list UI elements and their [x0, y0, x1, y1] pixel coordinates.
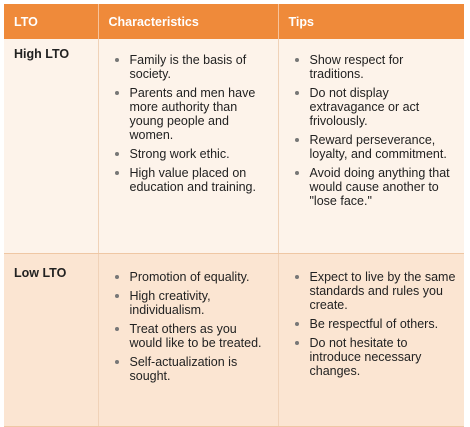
list-item-text: Expect to live by the same standards and…: [309, 270, 456, 312]
list-item-text: Treat others as you would like to be tre…: [129, 322, 262, 350]
list-item: Strong work ethic.: [113, 147, 272, 161]
tips-cell: Show respect for traditions. Do not disp…: [278, 39, 464, 254]
list-item-text: Strong work ethic.: [129, 147, 230, 161]
list-item-text: Do not hesitate to introduce necessary c…: [309, 336, 422, 378]
bullet-icon: [294, 58, 299, 62]
list-item: Expect to live by the same standards and…: [293, 270, 459, 312]
list-item: High value placed on education and train…: [113, 166, 272, 194]
list-item-text: Promotion of equality.: [129, 270, 250, 284]
list-item-text: Reward perseverance, loyalty, and commit…: [309, 133, 447, 161]
bullet-icon: [114, 327, 119, 331]
list-item-text: Be respectful of others.: [309, 317, 439, 331]
list-item: Do not hesitate to introduce necessary c…: [293, 336, 459, 378]
list-item-text: Self-actualization is sought.: [129, 355, 238, 383]
row-label: High LTO: [4, 39, 99, 254]
header-tips: Tips: [278, 4, 464, 39]
list-item-text: Do not display extravagance or act frivo…: [309, 86, 420, 128]
bullet-icon: [294, 341, 299, 345]
list-item-text: Show respect for traditions.: [309, 53, 404, 81]
list-item-text: High creativity, individualism.: [129, 289, 211, 317]
row-label: Low LTO: [4, 253, 99, 427]
header-lto: LTO: [4, 4, 99, 39]
tips-list: Show respect for traditions. Do not disp…: [293, 53, 459, 208]
bullet-icon: [114, 171, 119, 175]
list-item: Parents and men have more authority than…: [113, 86, 272, 142]
bullet-icon: [294, 138, 299, 142]
list-item: Promotion of equality.: [113, 270, 272, 284]
list-item-text: Avoid doing anything that would cause an…: [309, 166, 450, 208]
tips-cell: Expect to live by the same standards and…: [278, 253, 464, 427]
lto-table: LTO Characteristics Tips High LTO Family…: [4, 4, 464, 427]
row-low-lto: Low LTO Promotion of equality. High crea…: [4, 253, 464, 427]
list-item: Treat others as you would like to be tre…: [113, 322, 272, 350]
bullet-icon: [114, 58, 119, 62]
bullet-icon: [294, 322, 299, 326]
list-item: Be respectful of others.: [293, 317, 459, 331]
bullet-icon: [114, 294, 119, 298]
row-high-lto: High LTO Family is the basis of society.…: [4, 39, 464, 254]
bullet-icon: [294, 275, 299, 279]
bullet-icon: [294, 91, 299, 95]
list-item: Family is the basis of society.: [113, 53, 272, 81]
tips-list: Expect to live by the same standards and…: [293, 270, 459, 378]
bullet-icon: [114, 91, 119, 95]
list-item-text: High value placed on education and train…: [129, 166, 256, 194]
bullet-icon: [114, 360, 119, 364]
list-item: Reward perseverance, loyalty, and commit…: [293, 133, 459, 161]
list-item: Self-actualization is sought.: [113, 355, 272, 383]
characteristics-list: Family is the basis of society. Parents …: [113, 53, 272, 194]
bullet-icon: [114, 275, 119, 279]
header-characteristics: Characteristics: [98, 4, 279, 39]
characteristics-cell: Family is the basis of society. Parents …: [98, 39, 279, 254]
header-row: LTO Characteristics Tips: [4, 4, 464, 39]
bullet-icon: [294, 171, 299, 175]
list-item: High creativity, individualism.: [113, 289, 272, 317]
list-item: Avoid doing anything that would cause an…: [293, 166, 459, 208]
list-item: Show respect for traditions.: [293, 53, 459, 81]
list-item-text: Parents and men have more authority than…: [129, 86, 256, 142]
list-item-text: Family is the basis of society.: [129, 53, 247, 81]
characteristics-list: Promotion of equality. High creativity, …: [113, 270, 272, 383]
list-item: Do not display extravagance or act frivo…: [293, 86, 459, 128]
characteristics-cell: Promotion of equality. High creativity, …: [98, 253, 279, 427]
bullet-icon: [114, 152, 119, 156]
